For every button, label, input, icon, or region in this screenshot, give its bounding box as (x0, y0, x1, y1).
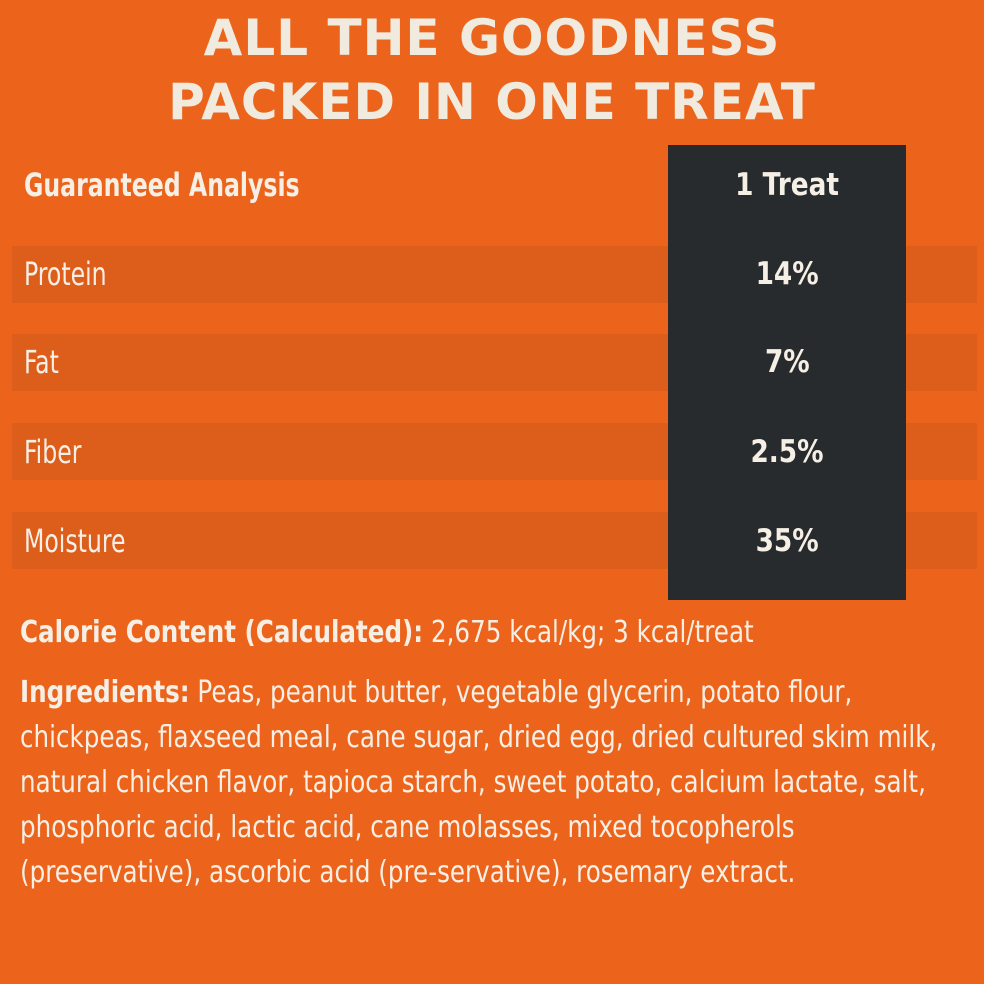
ingredients-label: Ingredients: (20, 675, 190, 710)
row-value-protein: 14% (755, 256, 819, 292)
headline-line-1: ALL THE GOODNESS (203, 9, 781, 67)
row-value-moisture: 35% (755, 523, 819, 559)
ingredients-text: Peas, peanut butter, vegetable glycerin,… (20, 675, 938, 890)
row-label-fiber: Fiber (24, 433, 82, 471)
calorie-content: Calorie Content (Calculated): 2,675 kcal… (20, 610, 963, 655)
row-value-fat: 7% (764, 344, 810, 380)
row-label-fat: Fat (24, 343, 59, 381)
ingredients: Ingredients: Peas, peanut butter, vegeta… (20, 670, 963, 895)
headline-line-2: PACKED IN ONE TREAT (168, 73, 816, 131)
headline: ALL THE GOODNESS PACKED IN ONE TREAT (0, 6, 984, 134)
calorie-text: 2,675 kcal/kg; 3 kcal/treat (423, 615, 754, 650)
calorie-label: Calorie Content (Calculated): (20, 615, 424, 650)
analysis-header-value: 1 Treat (735, 167, 839, 203)
row-value-fiber: 2.5% (750, 434, 824, 470)
row-label-protein: Protein (24, 255, 107, 293)
analysis-header-label: Guaranteed Analysis (24, 166, 300, 204)
row-label-moisture: Moisture (24, 522, 126, 560)
value-column (668, 145, 906, 600)
